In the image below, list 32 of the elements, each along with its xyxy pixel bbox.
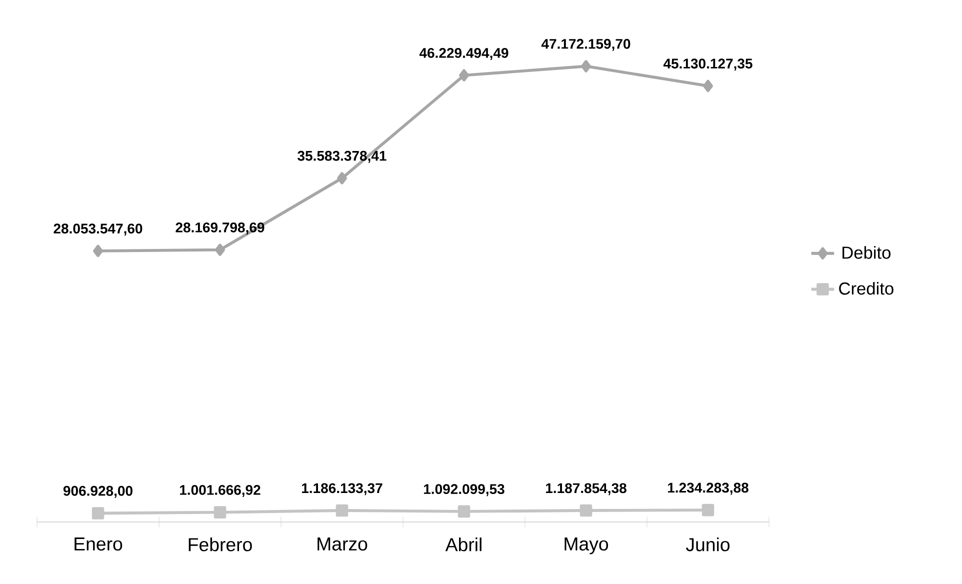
data-label: 47.172.159,70 [541,38,630,51]
data-label: 46.229.494,49 [419,48,508,60]
legend-label: Debito [842,246,890,259]
point [214,506,226,518]
point [580,504,592,517]
x-tick-label: Abril [445,538,482,552]
data-label: 28.053.547,60 [54,224,142,236]
x-tick-label: Febrero [188,538,252,552]
x-tick-label: Enero [74,538,122,551]
data-label: 1.186.133,37 [302,483,382,496]
point [92,507,104,520]
data-label: 906.928,00 [63,486,132,498]
data-label: 1.092.099,53 [424,484,504,496]
data-label: 1.234.283,88 [668,482,748,495]
point [337,172,347,184]
data-label: 28.169.798,69 [176,222,264,234]
point [458,505,470,518]
point [702,504,714,516]
x-tick-label: Junio [686,538,730,552]
point [215,244,225,256]
point [459,69,469,82]
point [336,504,348,517]
data-label: 1.187.854,38 [546,483,626,496]
point [581,60,591,72]
legend-label: Credito [839,282,894,295]
point [703,80,713,92]
data-label: 1.001.666,92 [180,485,260,497]
x-tick-label: Marzo [318,538,368,551]
data-label: 35.583.378,41 [298,150,386,163]
x-tick-label: Mayo [564,538,608,554]
point [93,244,103,258]
data-label: 45.130.127,35 [663,58,752,71]
